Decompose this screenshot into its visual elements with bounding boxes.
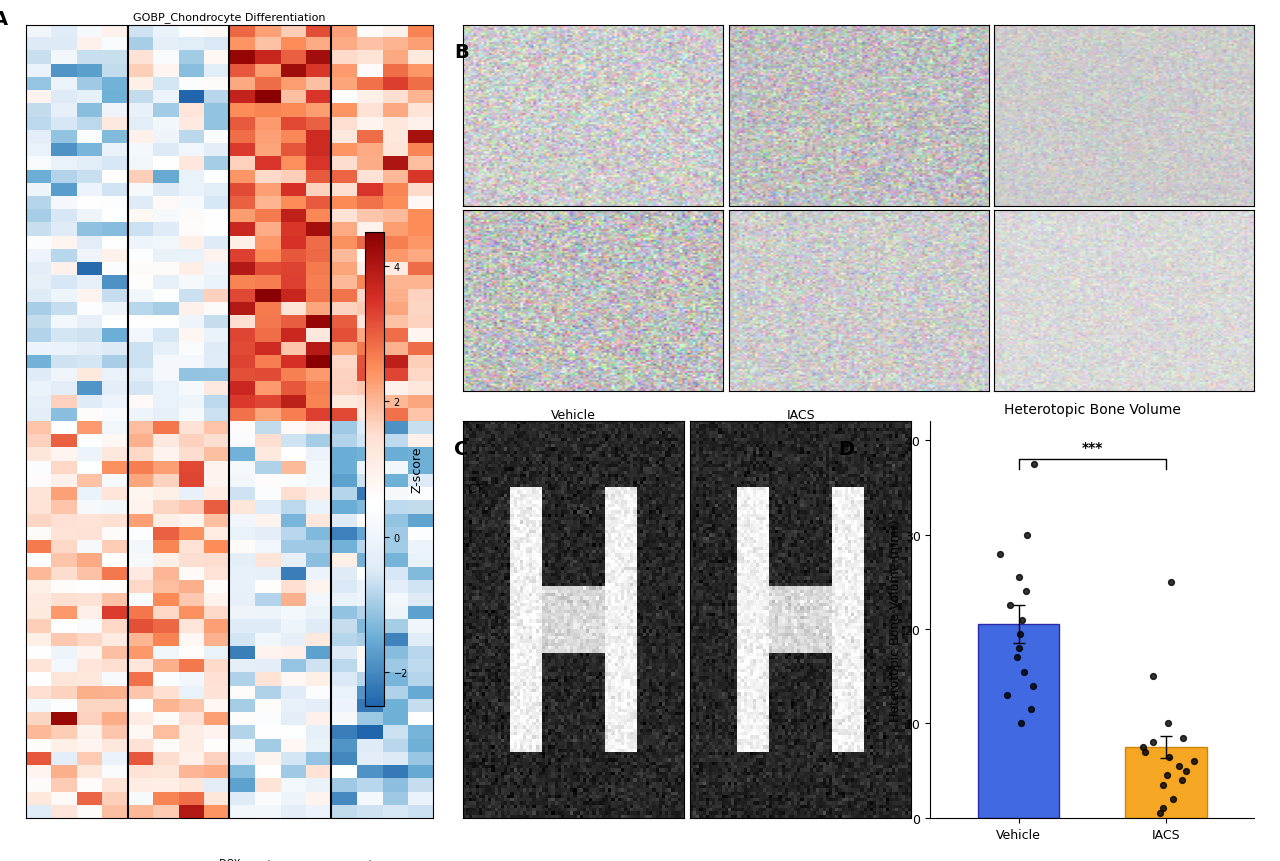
Point [1016,585,1037,598]
Point [1164,792,1184,806]
Text: B: B [454,43,470,62]
Bar [978,624,1059,818]
Point [1157,769,1178,783]
Y-axis label: Heterotopic Bone Volume (mm³): Heterotopic Bone Volume (mm³) [888,519,902,721]
Text: CT: CT [467,482,484,495]
Point [1010,627,1030,641]
Point [1152,802,1172,815]
Point [1174,731,1194,745]
Text: D: D [838,439,855,458]
Point [1175,764,1196,777]
Point [1014,665,1034,678]
Text: C: C [454,439,468,458]
Text: +: + [264,858,271,861]
Title: Heterotopic Bone Volume: Heterotopic Bone Volume [1004,403,1180,417]
Point [1157,716,1178,730]
Point [1000,599,1020,613]
Point [1158,750,1179,764]
Point [1020,703,1041,716]
Point [1016,528,1037,542]
Point [1184,754,1204,768]
Title: IACS: IACS [786,409,815,422]
Point [1169,759,1189,773]
Point [1142,670,1162,684]
Point [1023,679,1043,693]
Title: Vehicle: Vehicle [550,409,596,422]
Point [1011,613,1032,627]
Point [1135,745,1156,759]
Bar [1125,747,1207,818]
Point [1172,773,1193,787]
Point [1011,716,1032,730]
Text: ***: *** [1082,441,1103,455]
Point [991,547,1011,561]
Text: -: - [164,858,168,861]
Point [1143,735,1164,749]
Point [1006,651,1027,665]
Text: DOX: DOX [219,858,241,861]
Title: GOBP_Chondrocyte Differentiation: GOBP_Chondrocyte Differentiation [133,12,325,23]
Text: +: + [366,858,374,861]
Point [1161,575,1181,589]
Point [1133,740,1153,754]
Y-axis label: Z-score: Z-score [411,446,424,492]
Point [997,689,1018,703]
Point [1152,778,1172,792]
Point [1009,641,1029,655]
Text: -: - [61,858,65,861]
Text: A: A [0,10,8,29]
Point [1009,571,1029,585]
Point [1024,457,1044,471]
Point [1149,807,1170,821]
